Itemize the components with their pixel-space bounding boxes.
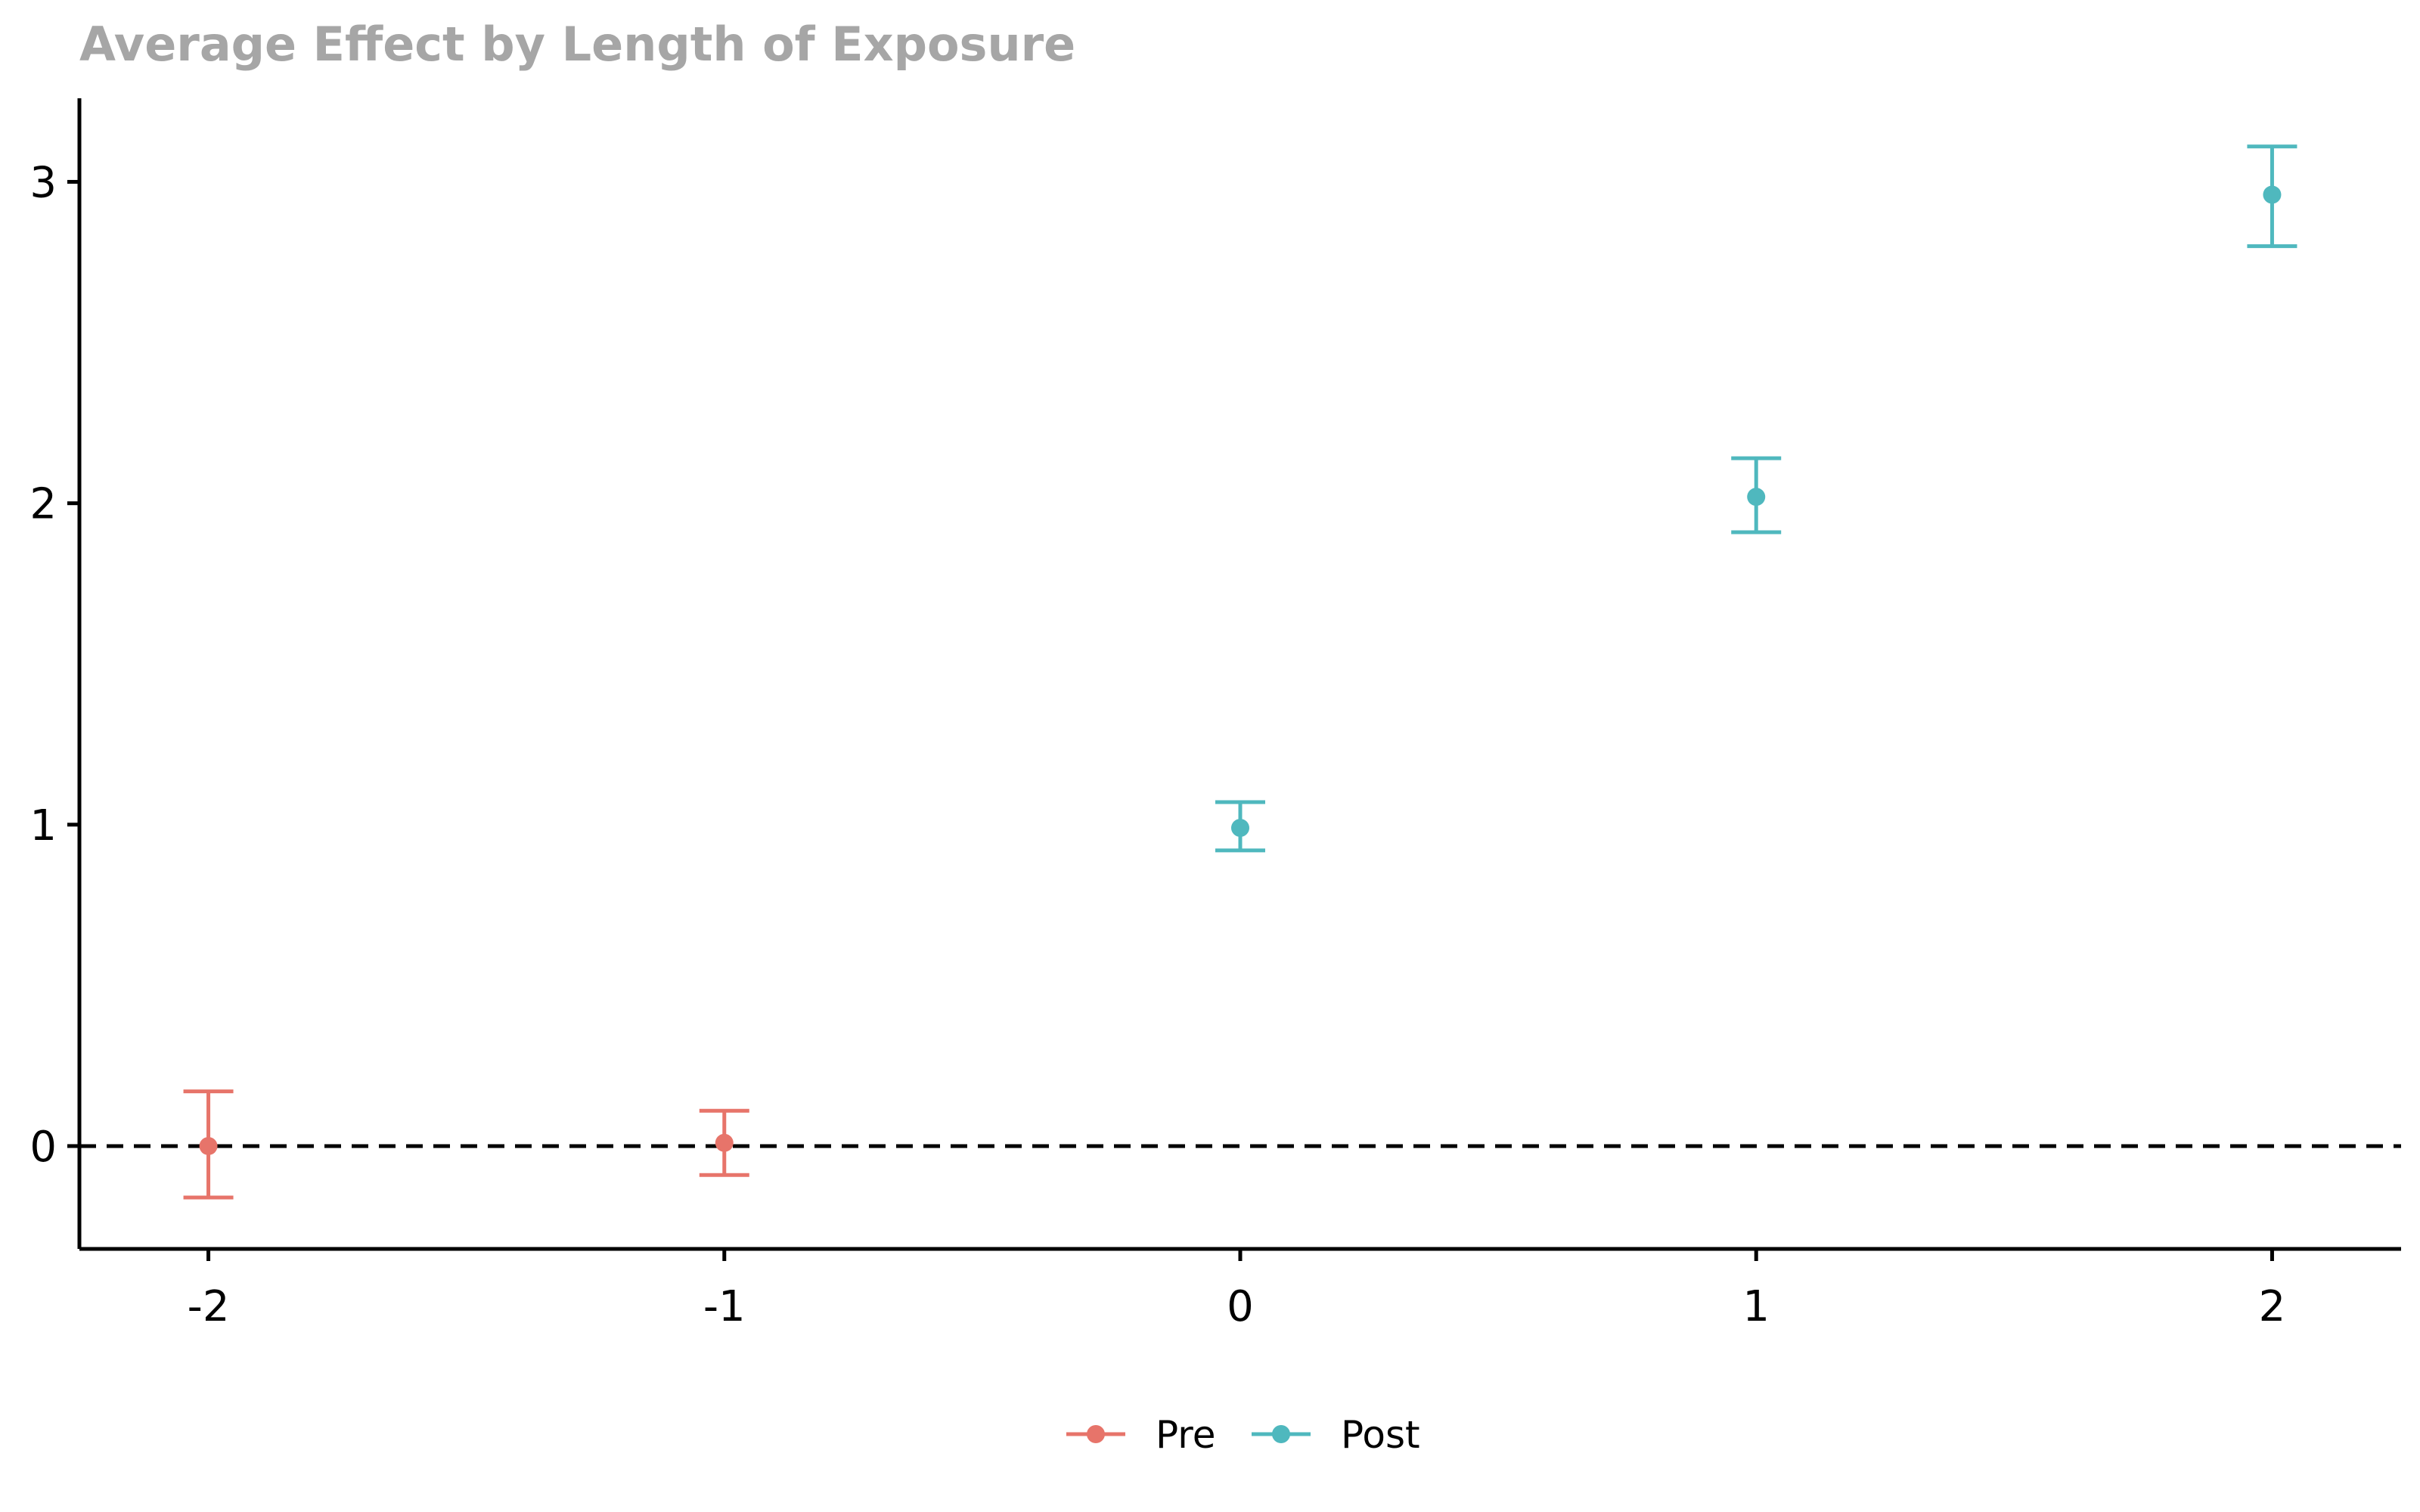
data-point (715, 1133, 734, 1152)
legend-marker (1272, 1425, 1290, 1443)
legend-label: Post (1341, 1413, 1420, 1457)
legend-marker (1087, 1425, 1105, 1443)
data-point-group (183, 1089, 234, 1200)
legend-label: Pre (1156, 1413, 1216, 1457)
data-point (199, 1136, 218, 1155)
y-tick-label: 1 (29, 801, 57, 850)
data-point-group (699, 1108, 749, 1177)
x-tick-label: 2 (2259, 1282, 2286, 1331)
chart-title: Average Effect by Length of Exposure (79, 17, 1075, 72)
data-point (2263, 185, 2282, 204)
y-tick-label: 3 (29, 159, 57, 208)
tick-layer: -2 -1 0 1 2 0 1 2 3 (29, 159, 2285, 1331)
legend-item-post: Post (1252, 1413, 1420, 1457)
y-tick-label: 2 (29, 480, 57, 529)
axes (77, 98, 2401, 1251)
x-tick-label: 0 (1227, 1282, 1254, 1331)
x-tick-label: -1 (703, 1282, 746, 1331)
legend-item-pre: Pre (1066, 1413, 1216, 1457)
x-tick-label: 1 (1742, 1282, 1770, 1331)
legend: Pre Post (1066, 1413, 1420, 1457)
data-point (1231, 819, 1249, 838)
x-tick-label: -2 (188, 1282, 230, 1331)
data-point (1747, 488, 1766, 507)
data-point-group (1215, 800, 1265, 853)
data-point-group (2247, 144, 2297, 249)
data-marks (183, 144, 2297, 1200)
data-point-group (1731, 456, 1782, 534)
y-tick-label: 0 (29, 1123, 57, 1172)
